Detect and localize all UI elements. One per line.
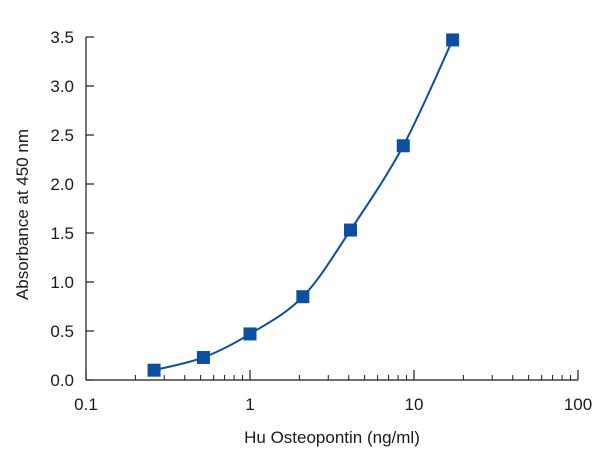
- x-tick-label: 0.1: [74, 395, 98, 414]
- data-point: [344, 223, 357, 237]
- data-point: [147, 363, 161, 377]
- y-ticks: 0.0 0.5 1.0 1.5 2.0 2.5 3.0 3.5: [50, 28, 94, 390]
- x-axis-title: Hu Osteopontin (ng/ml): [244, 428, 420, 447]
- y-tick-label: 3.0: [50, 77, 74, 96]
- y-axis-title: Absorbance at 450 nm: [13, 129, 32, 300]
- data-points: [147, 33, 460, 377]
- y-tick-label: 0.5: [50, 322, 74, 341]
- axes: 0.1 1 10 100 0.0 0.5 1.0 1.5 2.0 2.5 3.0 3.5: [50, 28, 592, 414]
- y-tick-label: 1.0: [50, 273, 74, 292]
- data-point: [243, 327, 257, 341]
- y-tick-label: 2.5: [50, 126, 74, 145]
- y-tick-label: 1.5: [50, 224, 74, 243]
- y-tick-label: 3.5: [50, 28, 74, 47]
- y-tick-label: 0.0: [50, 371, 74, 390]
- y-tick-label: 2.0: [50, 175, 74, 194]
- x-tick-label: 1: [245, 395, 254, 414]
- data-point: [396, 139, 410, 153]
- data-point: [196, 350, 210, 364]
- x-tick-label: 10: [405, 395, 424, 414]
- data-point: [446, 33, 460, 47]
- x-ticks: 0.1 1 10 100: [74, 370, 592, 414]
- x-tick-label: 100: [564, 395, 592, 414]
- fit-curve: [153, 39, 454, 372]
- data-point: [296, 290, 310, 304]
